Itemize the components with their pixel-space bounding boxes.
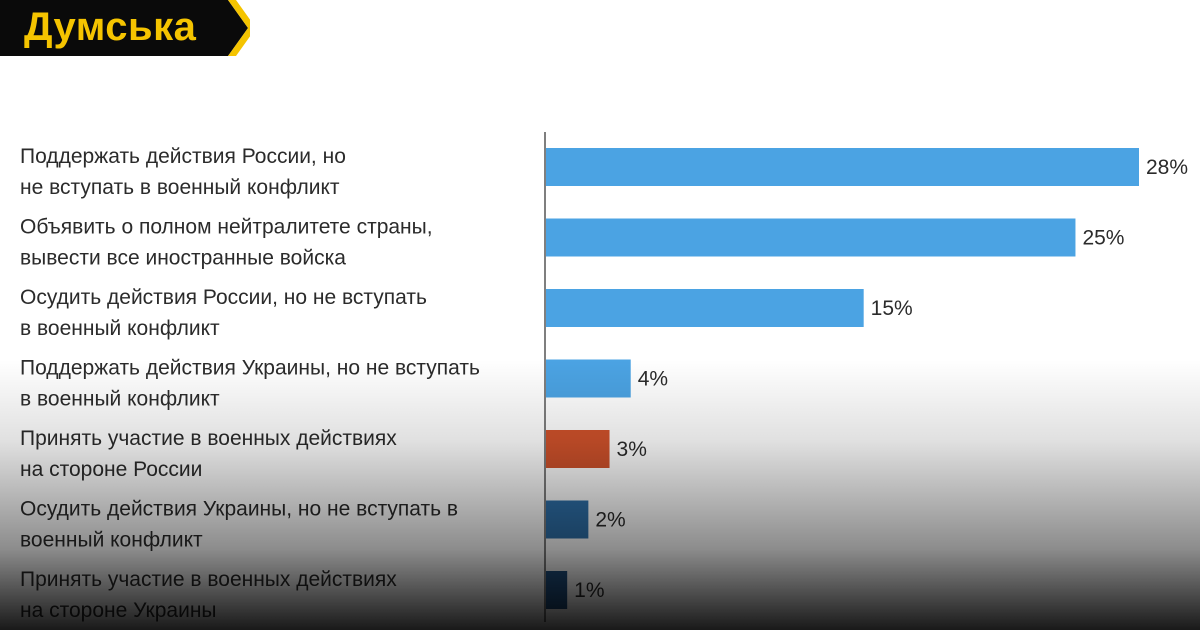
value-label: 3%: [617, 438, 647, 461]
category-label-line: в военный конфликт: [20, 388, 220, 411]
category-label-line: Осудить действия Украины, но не вступать…: [20, 498, 458, 521]
category-label-line: Принять участие в военных действиях: [20, 568, 397, 591]
logo: Думська: [0, 0, 250, 56]
value-label: 28%: [1146, 156, 1188, 179]
category-label-line: Объявить о полном нейтралитете страны,: [20, 216, 433, 239]
value-label: 25%: [1082, 227, 1124, 250]
category-label: Объявить о полном нейтралитете страны, вы…: [20, 216, 433, 270]
category-label-line: Поддержать действия Украины, но не вступ…: [20, 357, 480, 380]
category-label-line: вывести все иностранные войска: [20, 247, 346, 270]
value-label: 15%: [871, 297, 913, 320]
category-label: Поддержать действия Украины, но не вступ…: [20, 357, 480, 411]
category-label: Принять участие в военных действиях на ст…: [20, 568, 397, 622]
category-label-line: в военный конфликт: [20, 317, 220, 340]
category-label: Осудить действия Украины, но не вступать…: [20, 498, 458, 552]
category-label-line: на стороне Украины: [20, 599, 217, 622]
logo-text: Думська: [24, 5, 197, 49]
category-label-line: военный конфликт: [20, 529, 203, 552]
bar: [546, 430, 610, 468]
category-label: Поддержать действия России, но не вступат…: [20, 145, 346, 199]
logo-background-shape: [0, 0, 250, 56]
category-label-line: Осудить действия России, но не вступать: [20, 286, 427, 309]
category-label: Осудить действия России, но не вступать в…: [20, 286, 427, 340]
category-label-line: не вступать в военный конфликт: [20, 176, 340, 199]
bar: [546, 289, 864, 327]
category-label-line: на стороне России: [20, 458, 202, 481]
bar: [546, 218, 1076, 257]
value-label: 1%: [574, 579, 604, 602]
value-label: 4%: [638, 368, 668, 391]
bar: [546, 148, 1139, 186]
category-label-line: Поддержать действия России, но: [20, 145, 346, 168]
bar: [546, 571, 568, 609]
bar: [546, 500, 589, 539]
category-label: Принять участие в военных действиях на ст…: [20, 427, 397, 481]
category-label-line: Принять участие в военных действиях: [20, 427, 397, 450]
value-label: 2%: [595, 509, 625, 532]
bar: [546, 359, 631, 398]
